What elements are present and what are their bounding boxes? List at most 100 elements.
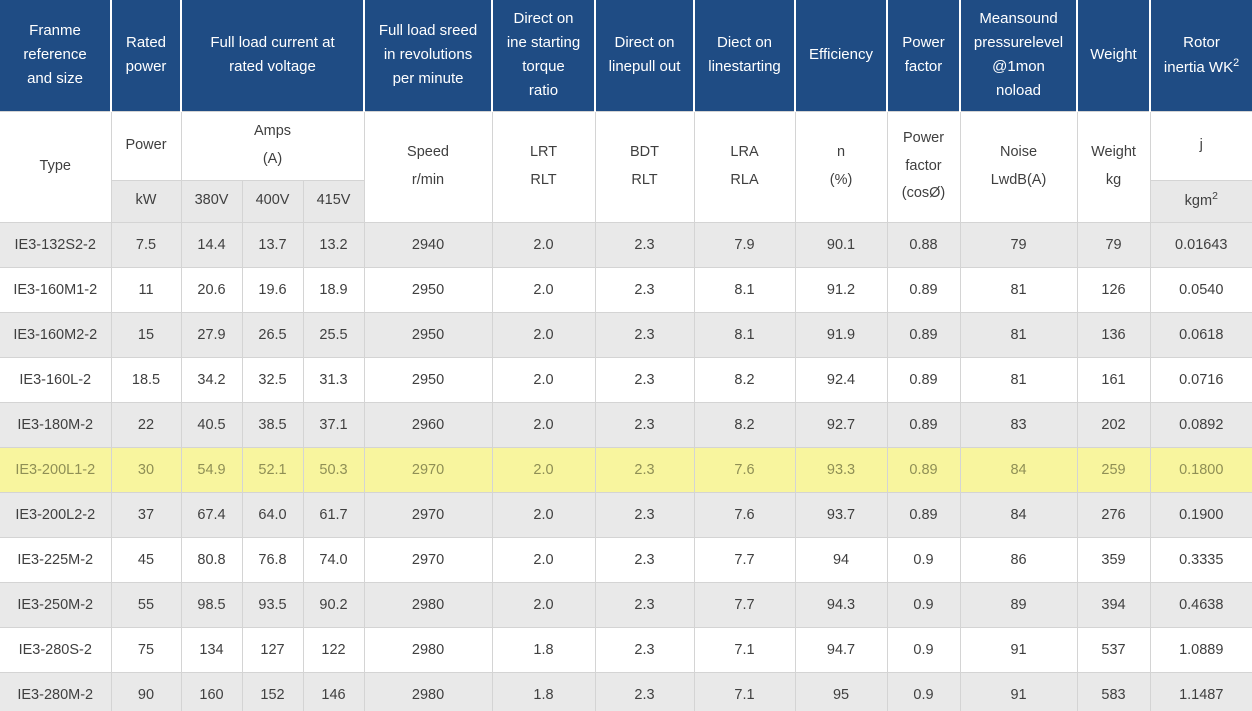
cell-amps-380v: 160 [180, 671, 243, 711]
cell-efficiency: 90.1 [794, 221, 888, 268]
cell-weight-kg: 202 [1076, 401, 1151, 448]
cell-amps-400v: 52.1 [241, 446, 304, 493]
cell-weight-kg: 537 [1076, 626, 1151, 673]
cell-bdt-rlt: 2.3 [594, 266, 695, 313]
cell-amps-380v: 20.6 [180, 266, 243, 313]
cell-lrt-rlt: 2.0 [491, 401, 596, 448]
cell-amps-415v: 31.3 [302, 356, 365, 403]
cell-efficiency: 94 [794, 536, 888, 583]
cell-power-factor: 0.89 [886, 446, 961, 493]
cell-power-factor: 0.9 [886, 671, 961, 711]
cell-speed-rpm: 2950 [363, 266, 493, 313]
cell-power-factor: 0.89 [886, 401, 961, 448]
cell-noise: 81 [959, 266, 1078, 313]
cell-rotor-inertia: 0.0618 [1149, 311, 1252, 358]
cell-type: IE3-200L2-2 [0, 491, 112, 538]
cell-amps-380v: 54.9 [180, 446, 243, 493]
table-row: IE3-160M1-2 11 20.6 19.6 18.9 2950 2.0 2.3 8.1 91… [0, 266, 1252, 313]
cell-power-kw: 90 [110, 671, 182, 711]
col-header-rotor-inertia: Rotor inertia WK2 [1150, 0, 1252, 111]
cell-noise: 81 [959, 311, 1078, 358]
cell-lra-rla: 7.1 [693, 671, 796, 711]
cell-bdt-rlt: 2.3 [594, 536, 695, 583]
cell-efficiency: 94.3 [794, 581, 888, 628]
cell-noise: 79 [959, 221, 1078, 268]
cell-noise: 91 [959, 671, 1078, 711]
cell-noise: 91 [959, 626, 1078, 673]
cell-amps-400v: 64.0 [241, 491, 304, 538]
cell-lra-rla: 8.1 [693, 311, 796, 358]
cell-amps-400v: 13.7 [241, 221, 304, 268]
cell-power-factor: 0.9 [886, 581, 961, 628]
cell-weight-kg: 394 [1076, 581, 1151, 628]
cell-power-kw: 37 [110, 491, 182, 538]
cell-efficiency: 95 [794, 671, 888, 711]
cell-speed-rpm: 2980 [363, 626, 493, 673]
cell-power-factor: 0.89 [886, 311, 961, 358]
cell-rotor-inertia: 0.1800 [1149, 446, 1252, 493]
cell-type: IE3-160M1-2 [0, 266, 112, 313]
cell-weight-kg: 136 [1076, 311, 1151, 358]
cell-power-kw: 30 [110, 446, 182, 493]
cell-bdt-rlt: 2.3 [594, 221, 695, 268]
cell-amps-415v: 74.0 [302, 536, 365, 583]
unit-415v: 415V [302, 179, 365, 223]
cell-lra-rla: 8.2 [693, 401, 796, 448]
cell-amps-400v: 127 [241, 626, 304, 673]
cell-efficiency: 92.7 [794, 401, 888, 448]
cell-amps-380v: 14.4 [180, 221, 243, 268]
cell-lrt-rlt: 2.0 [491, 221, 596, 268]
cell-amps-380v: 27.9 [180, 311, 243, 358]
cell-amps-415v: 90.2 [302, 581, 365, 628]
cell-amps-415v: 13.2 [302, 221, 365, 268]
cell-efficiency: 92.4 [794, 356, 888, 403]
cell-weight-kg: 276 [1076, 491, 1151, 538]
col-header-dol-pull-out: Direct on linepull out [595, 0, 696, 111]
col-header-power-factor: Power factor [887, 0, 962, 111]
cell-speed-rpm: 2970 [363, 536, 493, 583]
cell-lrt-rlt: 2.0 [491, 266, 596, 313]
cell-bdt-rlt: 2.3 [594, 446, 695, 493]
cell-power-factor: 0.9 [886, 626, 961, 673]
cell-type: IE3-280M-2 [0, 671, 112, 711]
cell-efficiency: 91.2 [794, 266, 888, 313]
cell-power-factor: 0.89 [886, 356, 961, 403]
cell-lrt-rlt: 1.8 [491, 626, 596, 673]
cell-power-kw: 11 [110, 266, 182, 313]
superscript: 2 [1212, 190, 1218, 202]
cell-lrt-rlt: 2.0 [491, 491, 596, 538]
superscript: 2 [1233, 56, 1240, 69]
col-header-rated-power: Rated power [111, 0, 182, 111]
cell-speed-rpm: 2980 [363, 581, 493, 628]
subheader-lrt: LRT RLT [491, 110, 596, 223]
cell-power-kw: 75 [110, 626, 182, 673]
cell-amps-380v: 40.5 [180, 401, 243, 448]
cell-speed-rpm: 2970 [363, 446, 493, 493]
cell-lra-rla: 7.9 [693, 221, 796, 268]
cell-lrt-rlt: 2.0 [491, 356, 596, 403]
unit-400v: 400V [241, 179, 304, 223]
cell-power-kw: 18.5 [110, 356, 182, 403]
cell-type: IE3-200L1-2 [0, 446, 112, 493]
cell-weight-kg: 126 [1076, 266, 1151, 313]
cell-type: IE3-160L-2 [0, 356, 112, 403]
cell-bdt-rlt: 2.3 [594, 581, 695, 628]
cell-rotor-inertia: 0.4638 [1149, 581, 1252, 628]
col-header-dol-starting: Diect on linestarting [694, 0, 797, 111]
cell-weight-kg: 259 [1076, 446, 1151, 493]
cell-amps-380v: 67.4 [180, 491, 243, 538]
cell-amps-380v: 80.8 [180, 536, 243, 583]
cell-rotor-inertia: 0.3335 [1149, 536, 1252, 583]
cell-power-kw: 22 [110, 401, 182, 448]
cell-bdt-rlt: 2.3 [594, 356, 695, 403]
table-subheader-row: Type Power Amps (A) Speed r/min LRT RLT … [0, 110, 1252, 223]
subheader-speed: Speed r/min [363, 110, 493, 223]
col-header-weight: Weight [1077, 0, 1152, 111]
cell-weight-kg: 583 [1076, 671, 1151, 711]
cell-lra-rla: 8.2 [693, 356, 796, 403]
cell-speed-rpm: 2960 [363, 401, 493, 448]
cell-noise: 86 [959, 536, 1078, 583]
subheader-lra: LRA RLA [693, 110, 796, 223]
